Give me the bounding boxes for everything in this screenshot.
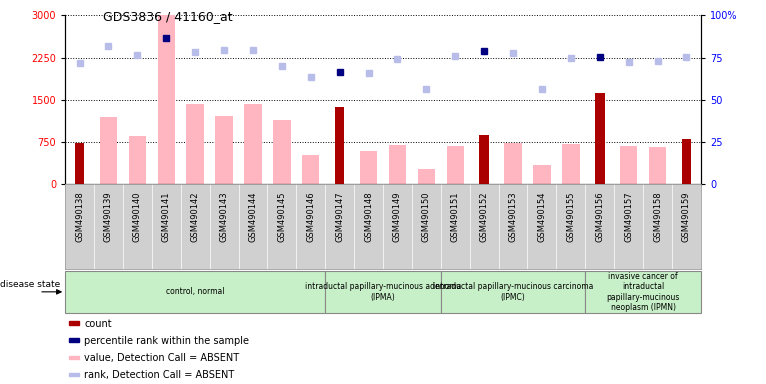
Bar bbox=[389, 145, 406, 184]
Text: GSM490139: GSM490139 bbox=[104, 191, 113, 242]
Bar bbox=[244, 104, 262, 184]
Text: GSM490154: GSM490154 bbox=[538, 191, 546, 242]
Bar bbox=[360, 151, 377, 184]
Text: invasive cancer of
intraductal
papillary-mucinous
neoplasm (IPMN): invasive cancer of intraductal papillary… bbox=[607, 272, 679, 312]
Bar bbox=[75, 143, 84, 184]
Text: GSM490147: GSM490147 bbox=[336, 191, 344, 242]
Bar bbox=[302, 155, 319, 184]
Text: rank, Detection Call = ABSENT: rank, Detection Call = ABSENT bbox=[84, 370, 234, 381]
Bar bbox=[186, 104, 204, 184]
FancyBboxPatch shape bbox=[326, 271, 440, 313]
Text: GSM490138: GSM490138 bbox=[75, 191, 84, 242]
Text: intraductal papillary-mucinous carcinoma
(IPMC): intraductal papillary-mucinous carcinoma… bbox=[433, 282, 593, 301]
Bar bbox=[417, 169, 435, 184]
FancyBboxPatch shape bbox=[65, 271, 326, 313]
Bar bbox=[504, 143, 522, 184]
Text: GSM490152: GSM490152 bbox=[480, 191, 489, 242]
Bar bbox=[562, 144, 580, 184]
Bar bbox=[620, 146, 637, 184]
Text: GSM490158: GSM490158 bbox=[653, 191, 662, 242]
FancyBboxPatch shape bbox=[440, 271, 585, 313]
Bar bbox=[447, 146, 464, 184]
Bar bbox=[215, 116, 233, 184]
Text: GSM490157: GSM490157 bbox=[624, 191, 633, 242]
Bar bbox=[129, 136, 146, 184]
Text: GSM490146: GSM490146 bbox=[306, 191, 316, 242]
Text: intraductal papillary-mucinous adenoma
(IPMA): intraductal papillary-mucinous adenoma (… bbox=[305, 282, 461, 301]
Bar bbox=[480, 135, 489, 184]
Text: GSM490141: GSM490141 bbox=[162, 191, 171, 242]
Bar bbox=[649, 147, 666, 184]
Text: GSM490151: GSM490151 bbox=[450, 191, 460, 242]
Text: GSM490153: GSM490153 bbox=[509, 191, 518, 242]
Bar bbox=[69, 338, 79, 342]
Text: GSM490156: GSM490156 bbox=[595, 191, 604, 242]
Bar bbox=[69, 373, 79, 376]
Text: GSM490143: GSM490143 bbox=[220, 191, 228, 242]
Text: GSM490149: GSM490149 bbox=[393, 191, 402, 242]
Bar bbox=[682, 139, 691, 184]
Text: value, Detection Call = ABSENT: value, Detection Call = ABSENT bbox=[84, 353, 240, 363]
Bar bbox=[533, 165, 551, 184]
Bar bbox=[595, 93, 604, 184]
Text: GSM490148: GSM490148 bbox=[364, 191, 373, 242]
Text: GSM490155: GSM490155 bbox=[566, 191, 575, 242]
Text: GSM490142: GSM490142 bbox=[191, 191, 200, 242]
Text: GSM490140: GSM490140 bbox=[133, 191, 142, 242]
Text: GSM490159: GSM490159 bbox=[682, 191, 691, 242]
Text: GSM490144: GSM490144 bbox=[248, 191, 257, 242]
Bar bbox=[335, 107, 345, 184]
Bar bbox=[158, 15, 175, 184]
Bar bbox=[100, 117, 117, 184]
Bar bbox=[273, 119, 290, 184]
Bar bbox=[69, 321, 79, 324]
Text: GSM490150: GSM490150 bbox=[422, 191, 430, 242]
Text: disease state: disease state bbox=[0, 280, 61, 289]
FancyBboxPatch shape bbox=[585, 271, 701, 313]
Bar bbox=[69, 356, 79, 359]
Text: GSM490145: GSM490145 bbox=[277, 191, 286, 242]
Text: count: count bbox=[84, 318, 112, 329]
Text: control, normal: control, normal bbox=[166, 287, 224, 296]
Text: GDS3836 / 41160_at: GDS3836 / 41160_at bbox=[103, 10, 233, 23]
Text: percentile rank within the sample: percentile rank within the sample bbox=[84, 336, 249, 346]
